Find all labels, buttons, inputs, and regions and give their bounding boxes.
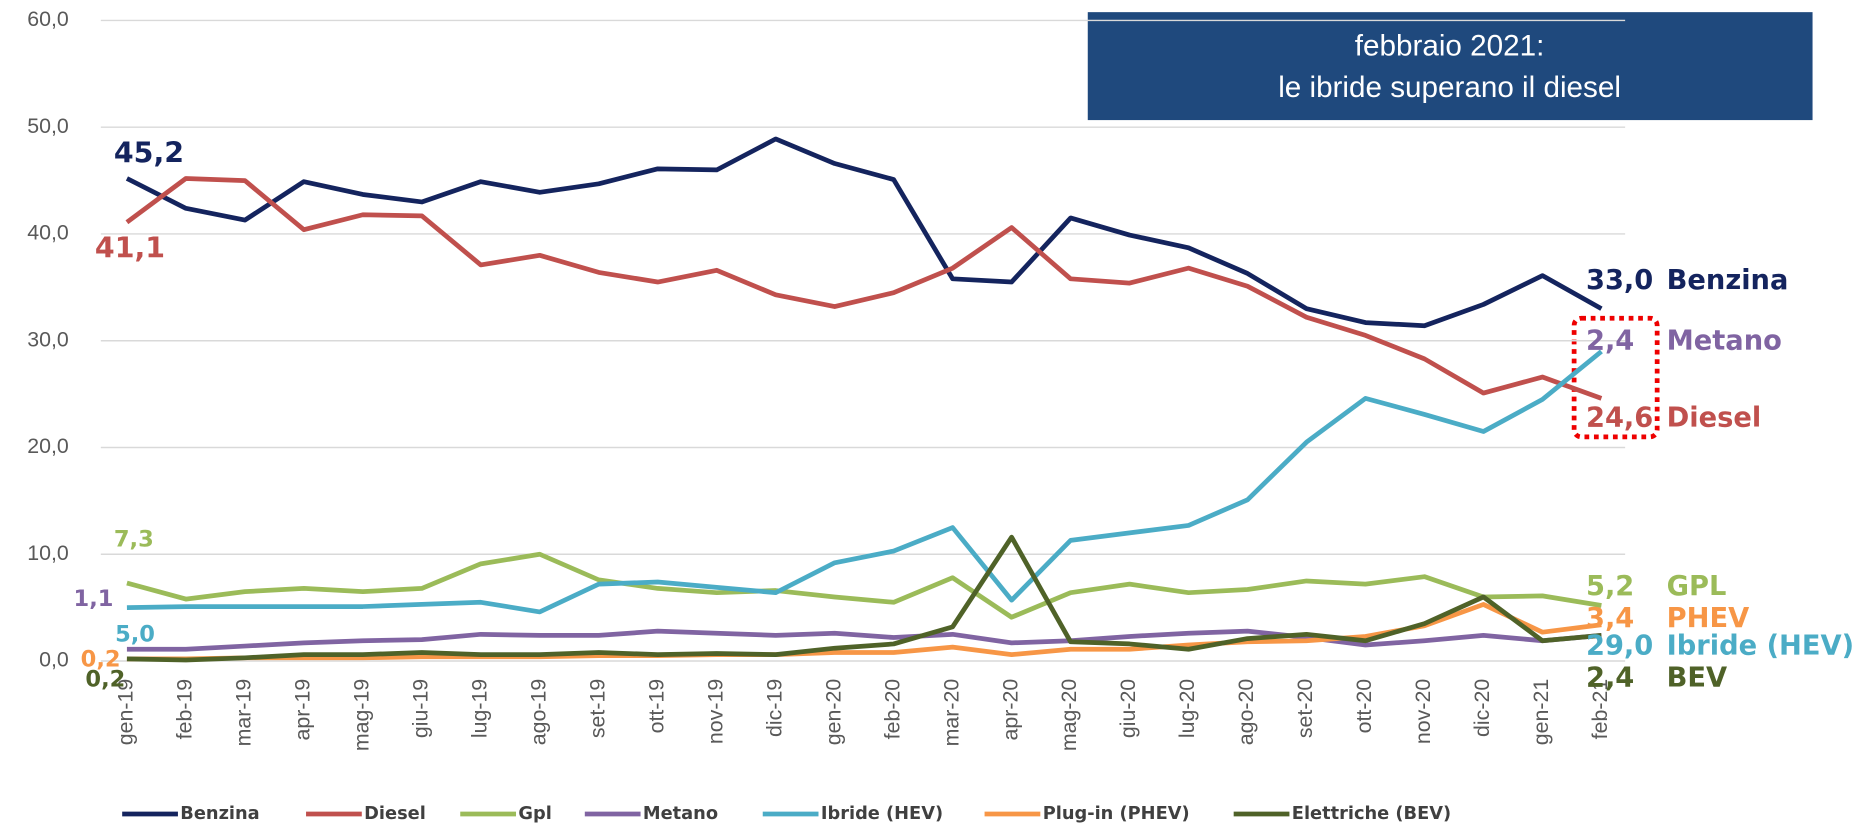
x-tick-label: ago-19 (526, 679, 550, 745)
x-tick-label: mar-20 (939, 679, 963, 747)
annotation-box (1087, 12, 1813, 121)
annotation: febbraio 2021: (1355, 30, 1545, 63)
highlight-box (1571, 315, 1660, 440)
data-label: 24,6 (1586, 403, 1653, 434)
data-label: 5,2 (1586, 571, 1634, 602)
x-tick-label: mag-20 (1057, 679, 1081, 751)
data-label: 0,2 (85, 666, 125, 692)
legend-label: Ibride (HEV) (821, 803, 943, 824)
x-tick-label: lug-20 (1175, 679, 1199, 738)
x-tick-label: ott-19 (644, 679, 668, 734)
series-end-name: PHEV (1667, 603, 1750, 634)
data-label: 33,0 (1586, 265, 1653, 296)
legend-label: Elettriche (BEV) (1292, 803, 1451, 824)
y-tick-label: 50,0 (27, 114, 69, 138)
data-label: 2,4 (1586, 662, 1634, 693)
x-tick-label: giu-19 (408, 679, 432, 738)
x-tick-label: gen-20 (821, 679, 845, 746)
x-tick-label: dic-19 (762, 679, 786, 737)
data-label: 45,2 (114, 136, 184, 169)
series-end-name: Benzina (1667, 265, 1789, 296)
series-line (126, 628, 1602, 652)
data-label: 41,1 (95, 231, 165, 264)
y-tick-label: 10,0 (27, 541, 69, 565)
x-tick-label: set-20 (1293, 679, 1317, 738)
data-label: 2,4 (1586, 325, 1634, 356)
data-label: 3,4 (1586, 603, 1634, 634)
series-end-name: Metano (1667, 325, 1782, 356)
series-line (126, 551, 1602, 620)
x-tick-label: feb-21 (1588, 679, 1612, 740)
legend-label: Benzina (180, 803, 259, 824)
data-label: 29,0 (1586, 630, 1653, 661)
data-label: 7,3 (114, 527, 154, 553)
x-tick-label: lug-19 (467, 679, 491, 738)
y-tick-label: 20,0 (27, 434, 69, 458)
series-end-name: Ibride (HEV) (1667, 630, 1854, 661)
series-end-name: BEV (1667, 662, 1728, 693)
data-label: 0,2 (81, 646, 121, 672)
x-tick-label: gen-21 (1529, 679, 1553, 745)
data-label: 5,0 (115, 621, 155, 647)
series-line (126, 349, 1603, 615)
y-tick-label: 0,0 (39, 648, 69, 672)
legend-label: Metano (643, 803, 718, 824)
x-tick-label: ago-20 (1234, 679, 1258, 746)
legend-label: Plug-in (PHEV) (1043, 803, 1190, 824)
series-end-name: GPL (1667, 571, 1727, 602)
x-tick-label: ott-20 (1352, 679, 1376, 734)
series-line (126, 602, 1602, 662)
series-end-name: Diesel (1667, 403, 1762, 434)
y-tick-label: 60,0 (27, 7, 69, 31)
data-label: 1,1 (74, 586, 114, 612)
x-tick-label: feb-19 (173, 679, 197, 740)
legend-label: Gpl (518, 803, 551, 824)
annotation: le ibride superano il diesel (1278, 71, 1621, 104)
x-tick-label: feb-20 (880, 679, 904, 740)
legend-label: Diesel (364, 803, 426, 824)
x-tick-label: set-19 (585, 679, 609, 738)
y-tick-label: 40,0 (27, 221, 69, 245)
x-tick-label: apr-19 (291, 679, 315, 741)
y-tick-label: 30,0 (27, 327, 69, 351)
x-tick-label: gen-19 (114, 679, 138, 745)
x-tick-label: nov-19 (703, 679, 727, 744)
x-tick-label: giu-20 (1116, 679, 1140, 738)
x-tick-label: mag-19 (349, 679, 373, 751)
x-tick-label: apr-20 (998, 679, 1022, 741)
series-line (125, 176, 1603, 401)
series-line (125, 136, 1603, 329)
series-line (126, 534, 1602, 663)
x-tick-label: mar-19 (232, 679, 256, 747)
x-tick-label: nov-20 (1411, 679, 1435, 744)
x-tick-label: dic-20 (1470, 679, 1494, 737)
